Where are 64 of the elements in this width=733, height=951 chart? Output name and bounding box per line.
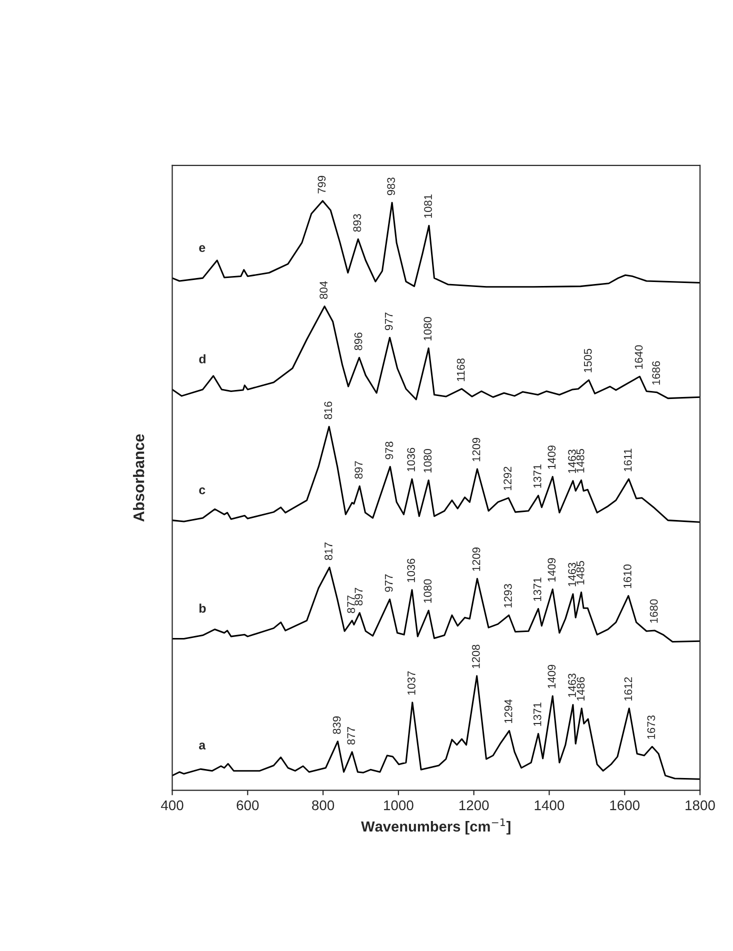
y-axis-title: Absorbance xyxy=(133,434,144,522)
annotation: 1036 xyxy=(407,558,415,582)
annotation: 1612 xyxy=(624,677,632,701)
annotation: 1673 xyxy=(647,715,656,739)
annotation: 1463 xyxy=(568,450,576,474)
annotation: 1209 xyxy=(472,548,480,571)
annotation: 1294 xyxy=(504,699,512,723)
annotation: 817 xyxy=(324,542,332,560)
annotation: 1686 xyxy=(652,361,660,385)
x-tick-label: 1200 xyxy=(459,800,489,810)
annotation: 977 xyxy=(384,574,393,592)
annotation: 1209 xyxy=(472,438,480,462)
annotation: 893 xyxy=(353,214,362,232)
annotation: 1640 xyxy=(634,345,643,369)
annotation: 1409 xyxy=(548,446,556,469)
annotation: 977 xyxy=(384,312,393,330)
annotation: 1409 xyxy=(548,558,556,582)
annotation: 1463 xyxy=(568,562,576,586)
annotation: 1036 xyxy=(407,448,415,472)
annotation: 1463 xyxy=(568,674,576,698)
annotation: 1080 xyxy=(424,316,432,340)
annotation: 1486 xyxy=(576,677,585,701)
x-axis-title: Wavenumbers [cm$^{−1}$] xyxy=(361,818,510,835)
x-tick-label: 1000 xyxy=(384,800,414,810)
annotation: 1168 xyxy=(456,358,465,382)
annotation: 1611 xyxy=(624,448,632,472)
x-tick-label: 600 xyxy=(236,800,259,810)
series-label: b xyxy=(199,604,206,613)
x-tick-label: 1400 xyxy=(534,800,564,810)
annotation: 983 xyxy=(387,178,396,196)
annotation: 1080 xyxy=(424,449,432,472)
annotation: 877 xyxy=(347,596,356,614)
series-label: c xyxy=(199,487,206,494)
annotation: 897 xyxy=(354,461,363,479)
annotation: 1292 xyxy=(504,466,512,490)
annotation: 839 xyxy=(332,716,341,734)
annotation: 1610 xyxy=(624,564,632,588)
annotation: 1208 xyxy=(472,644,480,668)
x-tick-label: 400 xyxy=(160,800,184,810)
annotation: 816 xyxy=(324,402,332,420)
annotation: 978 xyxy=(385,442,394,460)
annotation: 1081 xyxy=(424,194,432,218)
annotation: 1680 xyxy=(650,599,658,623)
series-label: e xyxy=(199,245,206,252)
annotation: 1080 xyxy=(424,579,432,603)
x-tick-label: 800 xyxy=(312,800,334,810)
annotation: 1505 xyxy=(584,348,592,372)
annotation: 896 xyxy=(354,332,362,350)
annotation: 897 xyxy=(354,588,363,606)
annotation: 877 xyxy=(347,727,356,745)
annotation: 1371 xyxy=(533,464,542,488)
series-label: a xyxy=(199,742,206,750)
series-label: d xyxy=(199,354,206,364)
x-tick-label: 1600 xyxy=(610,800,640,810)
annotation: 1485 xyxy=(576,449,584,472)
x-tick-label: 1800 xyxy=(686,800,715,810)
annotation: 1293 xyxy=(504,584,512,608)
annotation: 804 xyxy=(320,281,328,299)
annotation: 799 xyxy=(318,176,326,194)
annotation: 1409 xyxy=(548,664,556,688)
annotation: 1371 xyxy=(533,578,542,601)
annotation: 1371 xyxy=(533,702,542,726)
annotation: 1037 xyxy=(408,671,416,695)
annotation: 1485 xyxy=(576,561,584,584)
